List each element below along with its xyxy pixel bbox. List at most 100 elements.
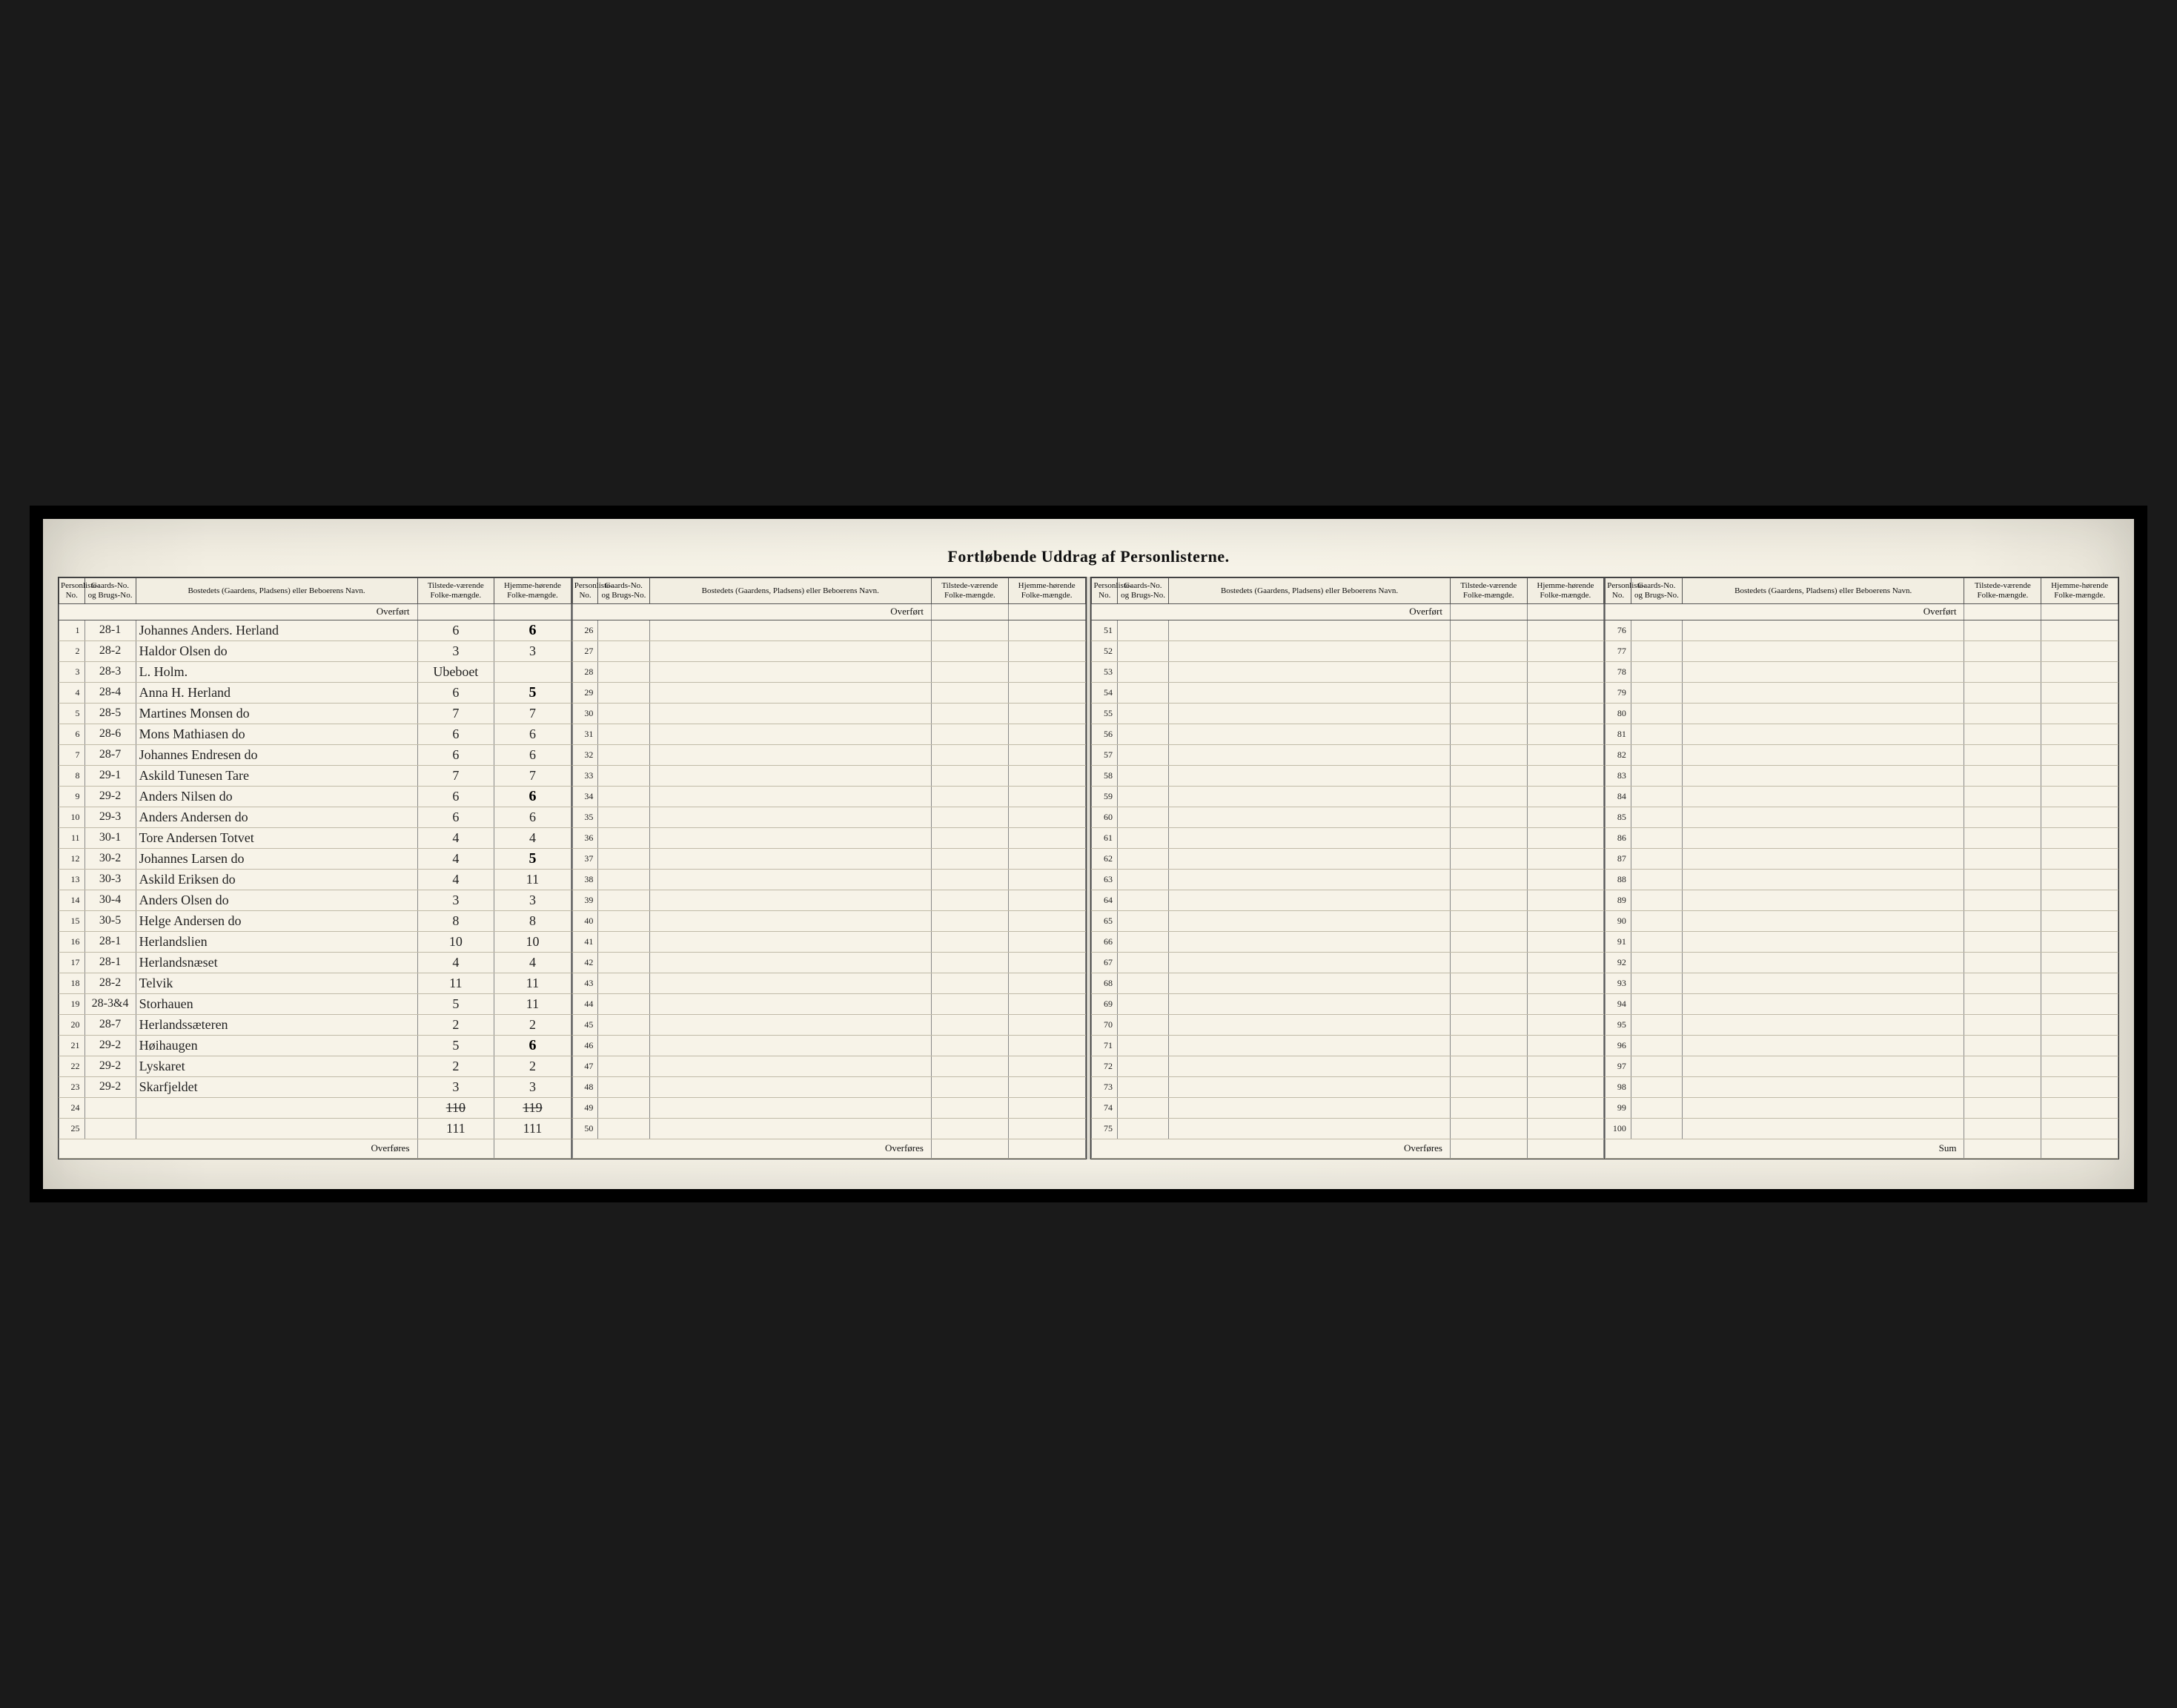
row-number: 23 — [59, 1076, 85, 1097]
hjemme-value — [2041, 1056, 2118, 1076]
bosted-name — [1169, 786, 1451, 807]
tilstede-value: 2 — [417, 1014, 494, 1035]
gaards-no — [1118, 973, 1169, 993]
tilstede-value — [931, 724, 1008, 744]
row-number: 72 — [1092, 1056, 1118, 1076]
gaards-no — [1118, 724, 1169, 744]
gaards-no — [1631, 1097, 1682, 1118]
bosted-name: Anna H. Herland — [136, 682, 417, 703]
bosted-name — [1682, 827, 1964, 848]
gaards-no: 28-1 — [85, 931, 136, 952]
bosted-name — [649, 1076, 931, 1097]
hjemme-value — [1008, 993, 1085, 1014]
bosted-name — [1682, 1118, 1964, 1139]
row-number: 95 — [1606, 1014, 1631, 1035]
bosted-name — [1169, 724, 1451, 744]
bosted-name — [649, 931, 931, 952]
gaards-no: 28-1 — [85, 620, 136, 640]
ledger-table: Personliste-No.Gaards-No. og Brugs-No.Bo… — [1091, 577, 1604, 1158]
row-number: 61 — [1092, 827, 1118, 848]
gaards-no — [1118, 827, 1169, 848]
tilstede-value: 5 — [417, 1035, 494, 1056]
hjemme-value: 11 — [494, 993, 571, 1014]
table-row: 1130-1Tore Andersen Totvet44 — [59, 827, 571, 848]
gaards-no — [1118, 1076, 1169, 1097]
bosted-name — [1682, 890, 1964, 910]
hjemme-value: 6 — [494, 807, 571, 827]
gaards-no: 30-2 — [85, 848, 136, 869]
hjemme-value — [1527, 1056, 1604, 1076]
hjemme-value — [2041, 1118, 2118, 1139]
tilstede-value — [1451, 869, 1528, 890]
table-row: 43 — [572, 973, 1085, 993]
bosted-name — [1169, 931, 1451, 952]
tilstede-value: 7 — [417, 765, 494, 786]
tilstede-value: 6 — [417, 724, 494, 744]
tilstede-value — [931, 1014, 1008, 1035]
tilstede-value — [1964, 661, 2041, 682]
gaards-no — [598, 1076, 649, 1097]
row-number: 79 — [1606, 682, 1631, 703]
hjemme-value: 4 — [494, 952, 571, 973]
table-row: 88 — [1606, 869, 2118, 890]
row-number: 77 — [1606, 640, 1631, 661]
row-number: 78 — [1606, 661, 1631, 682]
table-row: 29 — [572, 682, 1085, 703]
bosted-name — [649, 807, 931, 827]
tilstede-value — [1451, 973, 1528, 993]
bosted-name — [649, 640, 931, 661]
tilstede-value — [1451, 786, 1528, 807]
hjemme-value — [1527, 952, 1604, 973]
col-header-tilstede: Tilstede-værende Folke-mængde. — [931, 578, 1008, 603]
table-row: 69 — [1092, 993, 1604, 1014]
tilstede-value — [931, 744, 1008, 765]
bosted-name — [649, 993, 931, 1014]
tilstede-value — [1964, 1035, 2041, 1056]
table-row: 36 — [572, 827, 1085, 848]
gaards-no — [1118, 1014, 1169, 1035]
table-row: 1928-3&4Storhauen511 — [59, 993, 571, 1014]
table-row: 1530-5Helge Andersen do88 — [59, 910, 571, 931]
table-row: 55 — [1092, 703, 1604, 724]
gaards-no: 28-2 — [85, 640, 136, 661]
row-number: 76 — [1606, 620, 1631, 640]
table-row: 84 — [1606, 786, 2118, 807]
tilstede-value — [1451, 724, 1528, 744]
bosted-name — [1169, 661, 1451, 682]
hjemme-value — [2041, 952, 2118, 973]
tilstede-value — [931, 807, 1008, 827]
bosted-name — [649, 869, 931, 890]
tilstede-value — [931, 1118, 1008, 1139]
hjemme-value — [1527, 640, 1604, 661]
row-number: 9 — [59, 786, 85, 807]
col-header-bosted: Bostedets (Gaardens, Pladsens) eller Beb… — [1682, 578, 1964, 603]
bosted-name — [1682, 640, 1964, 661]
hjemme-value — [1008, 910, 1085, 931]
tilstede-value: 111 — [417, 1118, 494, 1139]
tilstede-value — [1964, 993, 2041, 1014]
tilstede-value: Ubeboet — [417, 661, 494, 682]
table-row: 829-1Askild Tunesen Tare77 — [59, 765, 571, 786]
book-spread: Fortløbende Uddrag af Personlisterne. Pe… — [43, 519, 2134, 1188]
row-number: 6 — [59, 724, 85, 744]
gaards-no — [1631, 1035, 1682, 1056]
table-row: 93 — [1606, 973, 2118, 993]
hjemme-value — [2041, 848, 2118, 869]
table-row: 33 — [572, 765, 1085, 786]
overfores-label: Overføres — [1092, 1139, 1451, 1158]
hjemme-value — [1008, 1035, 1085, 1056]
bosted-name — [1169, 640, 1451, 661]
row-number: 2 — [59, 640, 85, 661]
gaards-no: 28-3&4 — [85, 993, 136, 1014]
bosted-name: Herlandssæteren — [136, 1014, 417, 1035]
hjemme-value: 2 — [494, 1014, 571, 1035]
tilstede-value — [1451, 682, 1528, 703]
table-row: 99 — [1606, 1097, 2118, 1118]
tilstede-value — [1451, 1076, 1528, 1097]
overfort-label: Overført — [1092, 603, 1451, 620]
table-row: 1230-2Johannes Larsen do45 — [59, 848, 571, 869]
hjemme-value — [1008, 744, 1085, 765]
bosted-name — [1169, 765, 1451, 786]
gaards-no — [1631, 993, 1682, 1014]
row-number: 12 — [59, 848, 85, 869]
